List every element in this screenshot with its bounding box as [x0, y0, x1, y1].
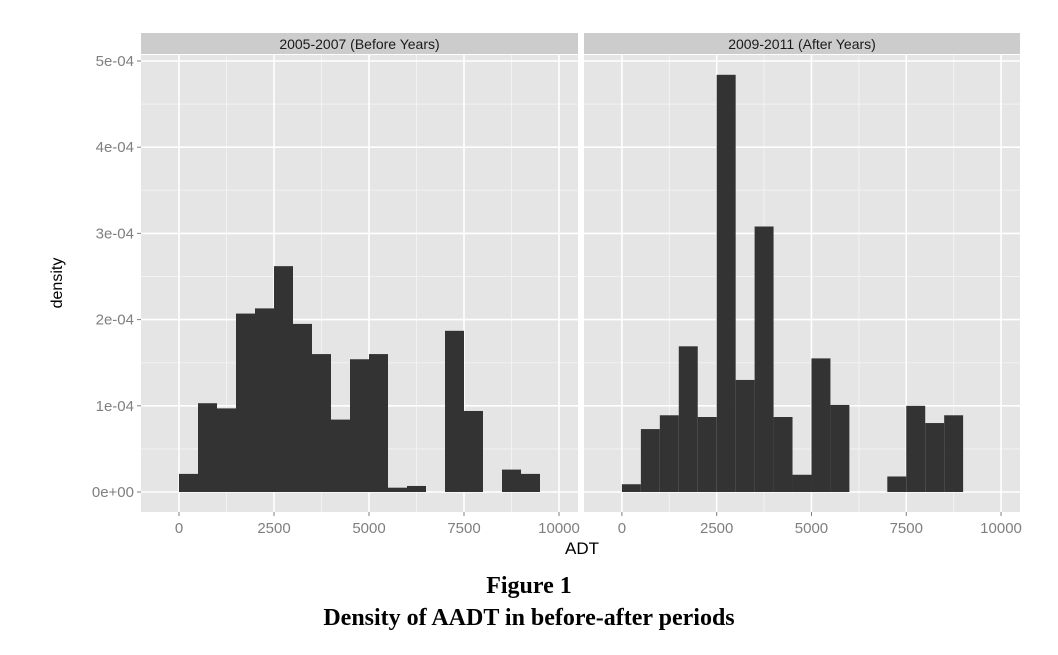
x-tick-label: 2500 — [257, 520, 290, 537]
facet-strip-label: 2009-2011 (After Years) — [728, 36, 876, 52]
histogram-bar — [811, 358, 831, 492]
histogram-bar — [887, 476, 907, 492]
y-axis: 0e+00 1e-04 2e-04 3e-04 4e-04 5e-04 — [92, 53, 141, 501]
y-axis-title: density — [49, 258, 66, 309]
facet-strip-label: 2005-2007 (Before Years) — [279, 36, 439, 52]
histogram-bar — [830, 404, 850, 492]
histogram-bar — [217, 408, 236, 492]
histogram-bar — [236, 313, 255, 492]
facet-panel: 2005-2007 (Before Years) 0 2500 5000 7500 100… — [141, 33, 580, 537]
x-tick-label: 0 — [175, 520, 183, 537]
x-tick-label: 10000 — [538, 520, 580, 537]
histogram-bar — [293, 323, 312, 492]
histogram-bar — [944, 415, 964, 492]
histogram-bar — [350, 359, 369, 492]
y-tick-label: 4e-04 — [96, 139, 134, 156]
histogram-bar — [754, 226, 774, 492]
facet-strip — [584, 33, 1020, 54]
histogram-bar — [906, 405, 926, 492]
histogram-bar — [274, 266, 293, 492]
histogram-bar — [521, 473, 540, 492]
histogram-bar — [255, 308, 274, 492]
histogram-bar — [198, 403, 217, 492]
facet-panels: 2005-2007 (Before Years) 0 2500 5000 7500 100… — [141, 33, 1022, 537]
histogram-bar — [697, 417, 717, 492]
x-axis-title: ADT — [565, 539, 599, 558]
histogram-bar — [735, 379, 755, 492]
histogram-bar — [445, 330, 464, 492]
y-tick-label: 5e-04 — [96, 53, 134, 70]
figure-caption: Density of AADT in before-after periods — [323, 605, 735, 631]
histogram-bar — [716, 74, 736, 493]
histogram-bar — [773, 417, 793, 492]
histogram-bar — [678, 346, 698, 492]
y-tick-label: 0e+00 — [92, 484, 134, 501]
histogram-bar — [388, 487, 407, 492]
histogram-bar — [407, 485, 426, 492]
histogram-bar — [659, 415, 679, 492]
histogram-bar — [331, 419, 350, 492]
histogram-bar — [312, 354, 331, 492]
y-tick-label: 2e-04 — [96, 312, 134, 329]
histogram-bar — [621, 484, 641, 492]
facet-strip — [141, 33, 578, 54]
x-tick-label: 7500 — [447, 520, 480, 537]
histogram-bar — [792, 474, 812, 492]
histogram-bar — [502, 469, 521, 492]
y-tick-label: 3e-04 — [96, 225, 134, 242]
histogram-bar — [640, 429, 660, 492]
histogram-bar — [464, 410, 483, 492]
x-tick-label: 2500 — [700, 520, 733, 537]
histogram-bar — [925, 423, 945, 492]
figure-number: Figure 1 — [486, 573, 572, 599]
x-tick-label: 7500 — [890, 520, 923, 537]
x-tick-label: 10000 — [980, 520, 1022, 537]
x-tick-label: 5000 — [795, 520, 828, 537]
histogram-bar — [179, 473, 198, 492]
histogram-bar — [369, 354, 388, 492]
x-tick-label: 5000 — [352, 520, 385, 537]
facet-panel: 2009-2011 (After Years) 0 2500 5000 7500 1000… — [584, 33, 1022, 537]
x-tick-label: 0 — [618, 520, 626, 537]
y-tick-label: 1e-04 — [96, 398, 134, 415]
